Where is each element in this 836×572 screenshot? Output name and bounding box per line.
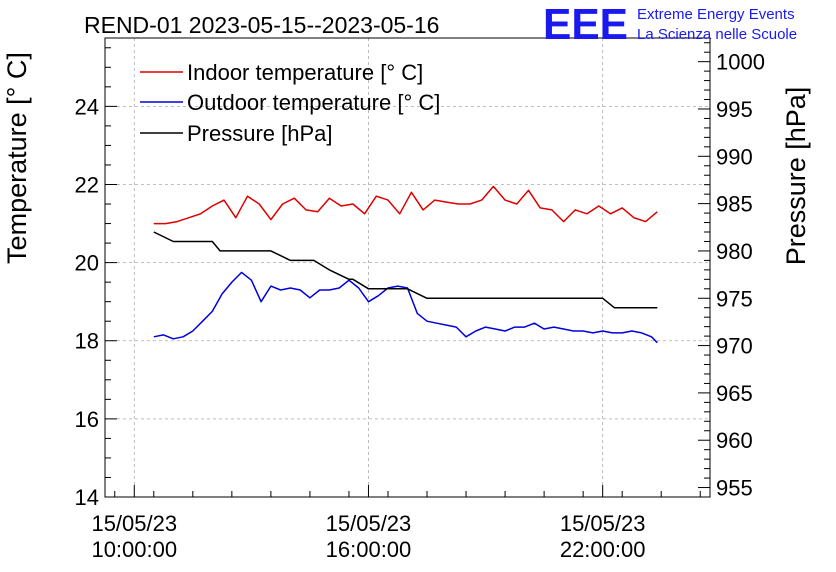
x-tick-label-date: 15/05/23 xyxy=(560,511,646,536)
series-line-outdoor-temperature xyxy=(153,271,658,344)
y-right-tick-label: 1000 xyxy=(716,50,765,75)
y-axis-right-label: Pressure [hPa] xyxy=(781,87,811,266)
y-right-tick-label: 990 xyxy=(716,144,753,169)
y-right-tick-label: 960 xyxy=(716,428,753,453)
legend: Indoor temperature [° C] Outdoor tempera… xyxy=(140,60,440,146)
y-right-tick-label: 975 xyxy=(716,286,753,311)
axis-ticks: 14 16 18 20 22 24 955 960 965 970 975 980 985 990 995 1… xyxy=(75,42,765,562)
legend-label-pressure: Pressure [hPa] xyxy=(187,121,333,146)
y-right-tick-label: 965 xyxy=(716,381,753,406)
y-right-tick-label: 980 xyxy=(716,239,753,264)
y-axis-left-label: Temperature [° C] xyxy=(2,52,32,264)
y-right-tick-label: 970 xyxy=(716,334,753,359)
series-layer xyxy=(153,185,658,344)
logo-mark: EEE xyxy=(543,0,628,49)
y-right-tick-label: 995 xyxy=(716,97,753,122)
grid-lines xyxy=(105,38,710,497)
y-left-tick-label: 22 xyxy=(75,172,99,197)
legend-label-outdoor: Outdoor temperature [° C] xyxy=(187,90,440,115)
y-left-tick-label: 18 xyxy=(75,329,99,354)
chart-title: REND-01 2023-05-15--2023-05-16 xyxy=(84,12,439,38)
x-tick-label-time: 22:00:00 xyxy=(560,537,646,562)
x-tick-label-time: 16:00:00 xyxy=(326,537,412,562)
plot-frame xyxy=(104,37,711,498)
series-line-indoor-temperature xyxy=(153,185,658,225)
y-left-tick-label: 16 xyxy=(75,407,99,432)
x-tick-label-date: 15/05/23 xyxy=(91,511,177,536)
eee-logo: EEE Extreme Energy Events La Scienza nel… xyxy=(543,0,797,49)
y-right-tick-label: 985 xyxy=(716,192,753,217)
logo-line2: La Scienza nelle Scuole xyxy=(637,26,797,43)
x-tick-label-time: 10:00:00 xyxy=(91,537,177,562)
y-right-tick-label: 955 xyxy=(716,476,753,501)
series-line-pressure xyxy=(153,231,658,309)
x-tick-label-date: 15/05/23 xyxy=(326,511,412,536)
y-left-tick-label: 20 xyxy=(75,251,99,276)
y-left-tick-label: 24 xyxy=(75,94,99,119)
legend-label-indoor: Indoor temperature [° C] xyxy=(187,60,423,85)
logo-line1: Extreme Energy Events xyxy=(637,6,795,23)
y-left-tick-label: 14 xyxy=(75,485,99,510)
